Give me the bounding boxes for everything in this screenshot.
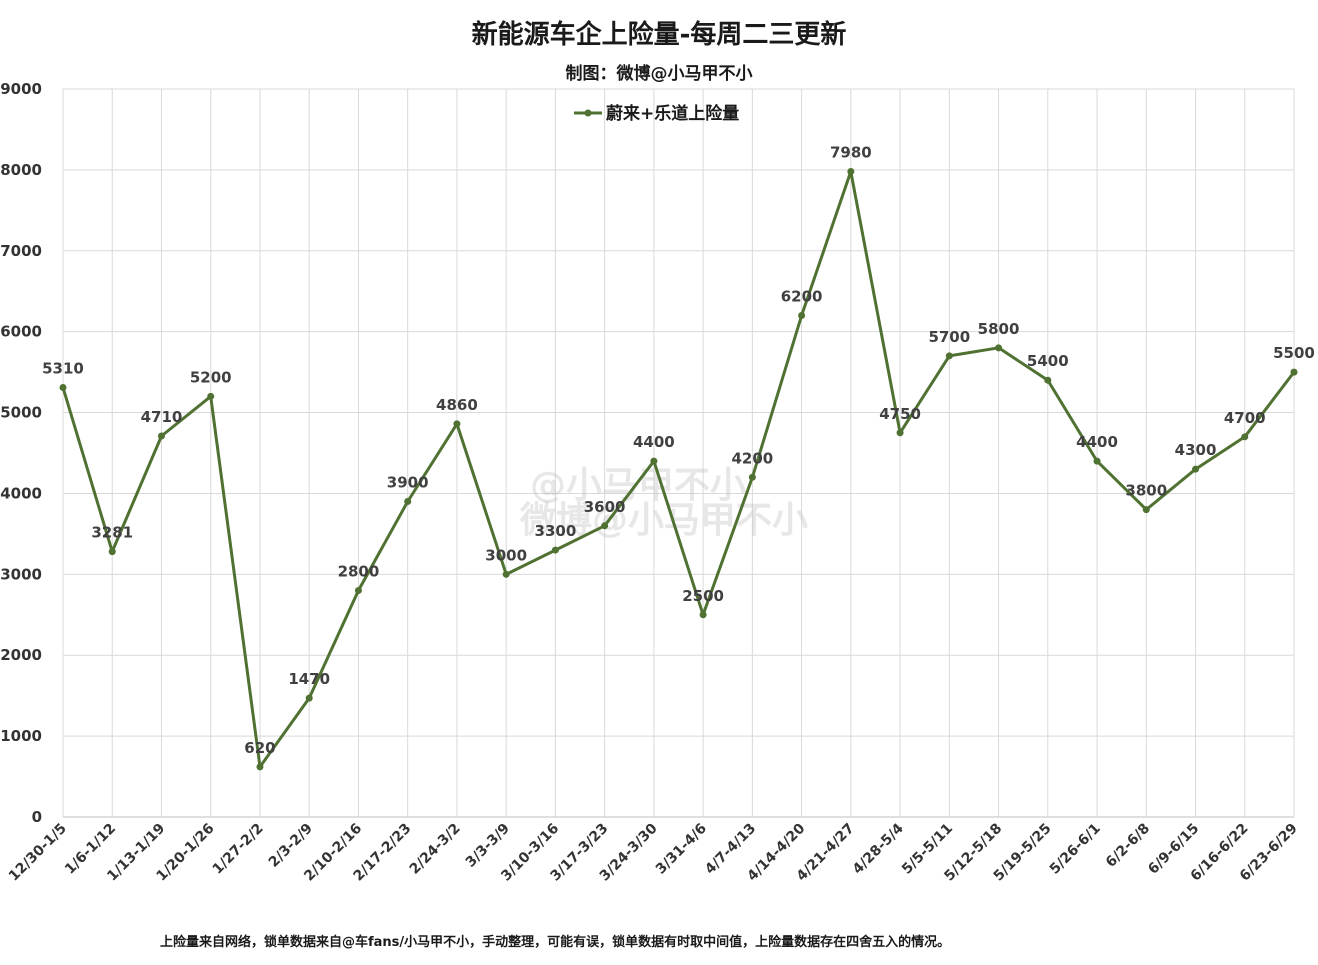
data-label: 3600: [584, 498, 626, 516]
data-point: [1044, 376, 1052, 384]
data-point: [1142, 506, 1150, 514]
data-label: 4710: [141, 408, 183, 426]
legend: 蔚来+乐道上险量: [574, 103, 739, 124]
y-axis-ticks: 0 1000 2000 3000 4000 5000 6000 7000 8000 9000: [0, 80, 42, 826]
y-tick-label: 8000: [0, 161, 42, 179]
legend-label: 蔚来+乐道上险量: [606, 103, 739, 124]
data-label: 3900: [387, 474, 429, 492]
x-tick-label: 3/3-3/9: [463, 821, 513, 871]
data-labels: 5310 3281 4710 5200 620 1470 2800 3900 4860 3000 3…: [42, 144, 1315, 757]
data-point: [108, 548, 116, 556]
data-label: 4400: [1076, 433, 1118, 451]
watermark-1: @小马甲不小: [530, 465, 746, 506]
data-label: 5200: [190, 368, 232, 386]
data-label: 3000: [485, 546, 527, 564]
watermark-2: 微博@小马甲不小: [519, 500, 808, 541]
data-point: [551, 546, 559, 554]
x-tick-label: 6/2-6/8: [1103, 821, 1153, 871]
data-point: [1192, 465, 1200, 473]
y-tick-label: 6000: [0, 323, 42, 341]
y-tick-label: 7000: [0, 242, 42, 260]
legend-marker: [584, 109, 592, 117]
y-tick-label: 2000: [0, 646, 42, 664]
data-label: 4400: [633, 433, 675, 451]
gridlines: [62, 88, 1295, 818]
data-point: [1093, 457, 1101, 465]
data-point: [945, 352, 953, 360]
data-label: 4700: [1224, 409, 1266, 427]
data-label: 5800: [978, 320, 1020, 338]
series-polyline: [61, 170, 1296, 769]
x-tick-label: 5/26-6/1: [1047, 821, 1104, 878]
data-label: 4750: [879, 405, 921, 423]
data-label: 620: [244, 739, 275, 757]
data-label: 3281: [91, 524, 133, 542]
data-point: [404, 498, 412, 506]
data-point: [453, 420, 461, 428]
x-tick-label: 2/3-2/9: [266, 821, 316, 871]
data-label: 5500: [1273, 344, 1315, 362]
x-tick-label: 12/30-1/5: [6, 821, 70, 885]
data-point: [1290, 368, 1298, 376]
data-label: 3300: [535, 522, 577, 540]
data-label: 3800: [1125, 482, 1167, 500]
data-point: [256, 763, 264, 771]
data-point: [305, 694, 313, 702]
y-tick-label: 1000: [0, 727, 42, 745]
x-tick-label: 2/24-3/2: [407, 821, 464, 878]
x-tick-label: 3/31-4/6: [653, 821, 710, 878]
x-tick-label: 4/28-5/4: [850, 820, 907, 877]
data-label: 4200: [731, 449, 773, 467]
data-label: 6200: [781, 287, 823, 305]
data-point: [650, 457, 658, 465]
data-point: [995, 344, 1003, 352]
x-axis-ticks: 12/30-1/51/6-1/121/13-1/191/20-1/261/27-…: [6, 820, 1301, 884]
data-point: [699, 611, 707, 619]
chart-title: 新能源车企上险量-每周二三更新: [472, 19, 847, 50]
data-point: [354, 587, 362, 595]
x-tick-label: 1/27-2/2: [210, 821, 267, 878]
footnote: 上险量来自网络，锁单数据来自@车fans/小马甲不小，手动整理，可能有误，锁单数…: [160, 934, 950, 950]
data-label: 1470: [288, 670, 330, 688]
y-tick-label: 5000: [0, 404, 42, 422]
data-point: [601, 522, 609, 530]
data-point: [748, 473, 756, 481]
data-label: 5310: [42, 359, 84, 377]
data-point: [157, 432, 165, 440]
data-point: [847, 168, 855, 176]
y-tick-label: 4000: [0, 484, 42, 502]
data-label: 5400: [1027, 352, 1069, 370]
y-tick-label: 0: [32, 808, 42, 826]
data-point: [1241, 433, 1249, 441]
data-point: [896, 429, 904, 437]
data-point: [59, 383, 67, 391]
data-point: [798, 311, 806, 319]
data-label: 2800: [338, 563, 380, 581]
data-point: [502, 570, 510, 578]
y-tick-label: 9000: [0, 80, 42, 98]
data-label: 2500: [682, 587, 724, 605]
data-point: [207, 392, 215, 400]
data-label: 4860: [436, 396, 478, 414]
y-tick-label: 3000: [0, 565, 42, 583]
data-label: 7980: [830, 144, 872, 162]
data-label: 5700: [928, 328, 970, 346]
data-label: 4300: [1175, 441, 1217, 459]
chart-subtitle: 制图：微博@小马甲不小: [566, 63, 753, 84]
series-line: [59, 168, 1298, 771]
